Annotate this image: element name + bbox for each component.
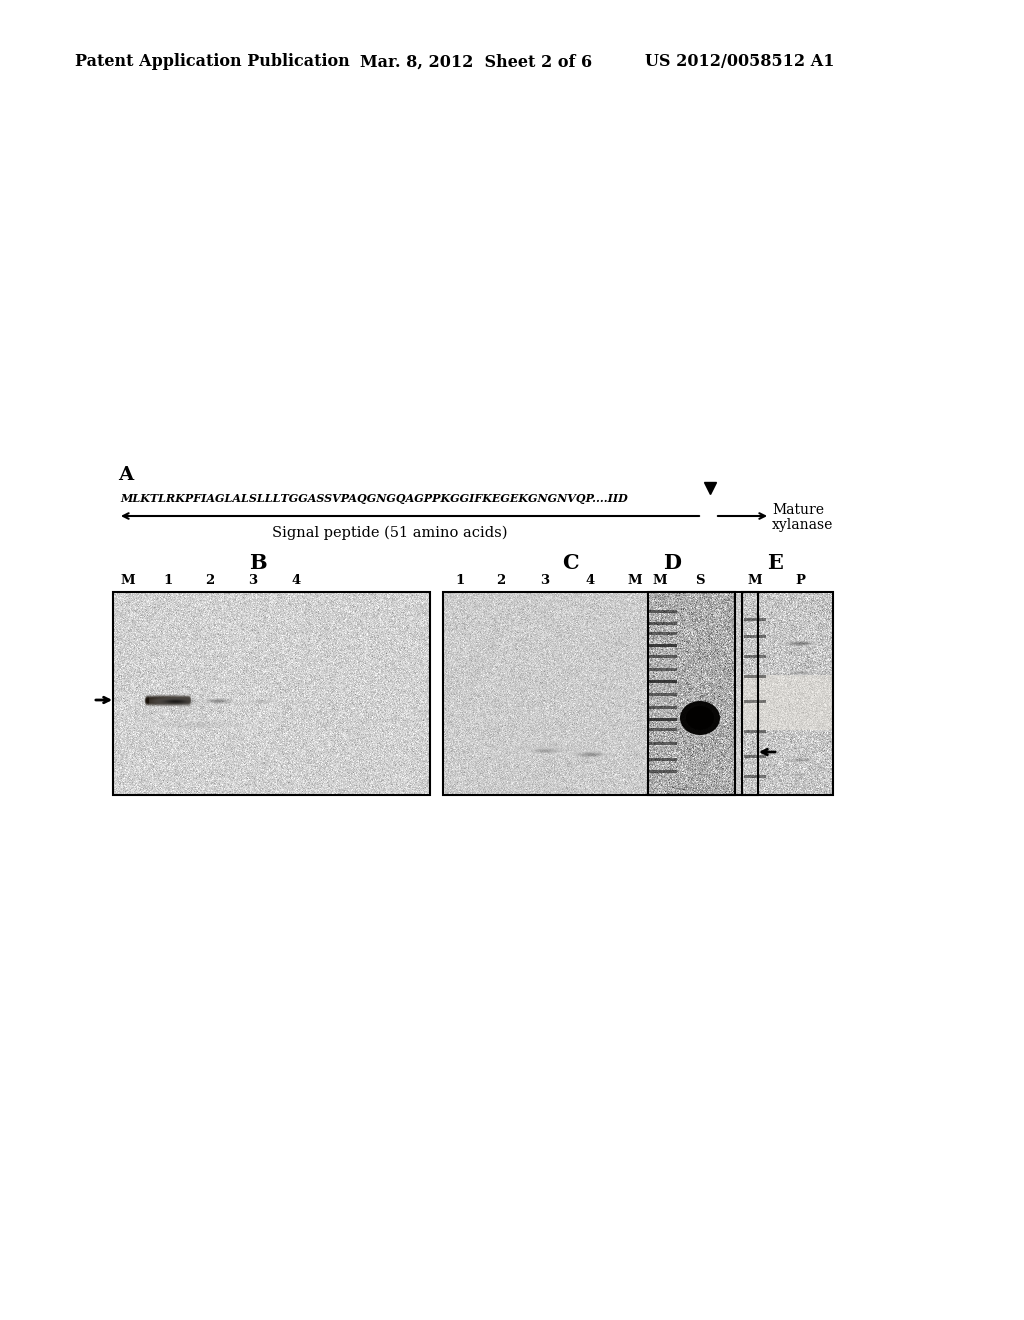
Text: A: A [118, 466, 133, 484]
Text: C: C [562, 553, 579, 573]
Text: S: S [695, 574, 705, 587]
Ellipse shape [686, 706, 714, 730]
Text: Mature: Mature [772, 503, 824, 517]
Text: 1: 1 [456, 574, 465, 587]
Bar [744, 755, 766, 758]
Text: M: M [628, 574, 642, 587]
Text: 4: 4 [586, 574, 595, 587]
Bar [744, 730, 766, 733]
Text: MLKTLRKPFIAGLALSLLLТGGASSVPAQGNGQAGPPKGGIFKEGEKGNGNVQP....IID: MLKTLRKPFIAGLALSLLLТGGASSVPAQGNGQAGPPKGG… [120, 492, 628, 503]
Bar [649, 610, 677, 612]
Bar [742, 675, 833, 730]
Text: 2: 2 [206, 574, 215, 587]
Bar [648, 591, 735, 795]
Text: 4: 4 [292, 574, 301, 587]
Bar [744, 775, 766, 777]
Bar [649, 758, 677, 762]
Text: Mar. 8, 2012  Sheet 2 of 6: Mar. 8, 2012 Sheet 2 of 6 [360, 54, 592, 70]
Bar [649, 632, 677, 635]
Text: E: E [767, 553, 783, 573]
Bar [649, 622, 677, 624]
Bar [649, 729, 677, 731]
Bar [649, 655, 677, 657]
Bar [649, 680, 677, 682]
Text: M: M [652, 574, 668, 587]
Text: xylanase: xylanase [772, 517, 834, 532]
Text: M: M [121, 574, 135, 587]
Bar [649, 693, 677, 696]
Bar [649, 644, 677, 647]
Bar [649, 706, 677, 709]
Text: Patent Application Publication: Patent Application Publication [75, 54, 350, 70]
Bar [744, 700, 766, 704]
Bar [649, 718, 677, 721]
Bar [649, 668, 677, 671]
Text: 3: 3 [249, 574, 258, 587]
Bar [649, 742, 677, 744]
Bar [744, 655, 766, 657]
Bar [742, 591, 833, 795]
Text: US 2012/0058512 A1: US 2012/0058512 A1 [645, 54, 835, 70]
Ellipse shape [680, 701, 720, 735]
Bar [113, 591, 430, 795]
Bar [744, 675, 766, 678]
Text: 3: 3 [541, 574, 550, 587]
Text: M: M [748, 574, 762, 587]
Bar [744, 635, 766, 638]
Text: Signal peptide (51 amino acids): Signal peptide (51 amino acids) [272, 525, 508, 540]
Text: P: P [795, 574, 805, 587]
Text: 1: 1 [164, 574, 173, 587]
Bar [649, 770, 677, 774]
Text: B: B [249, 553, 267, 573]
Bar [744, 618, 766, 620]
Text: D: D [663, 553, 681, 573]
Bar [443, 591, 758, 795]
Text: 2: 2 [497, 574, 506, 587]
